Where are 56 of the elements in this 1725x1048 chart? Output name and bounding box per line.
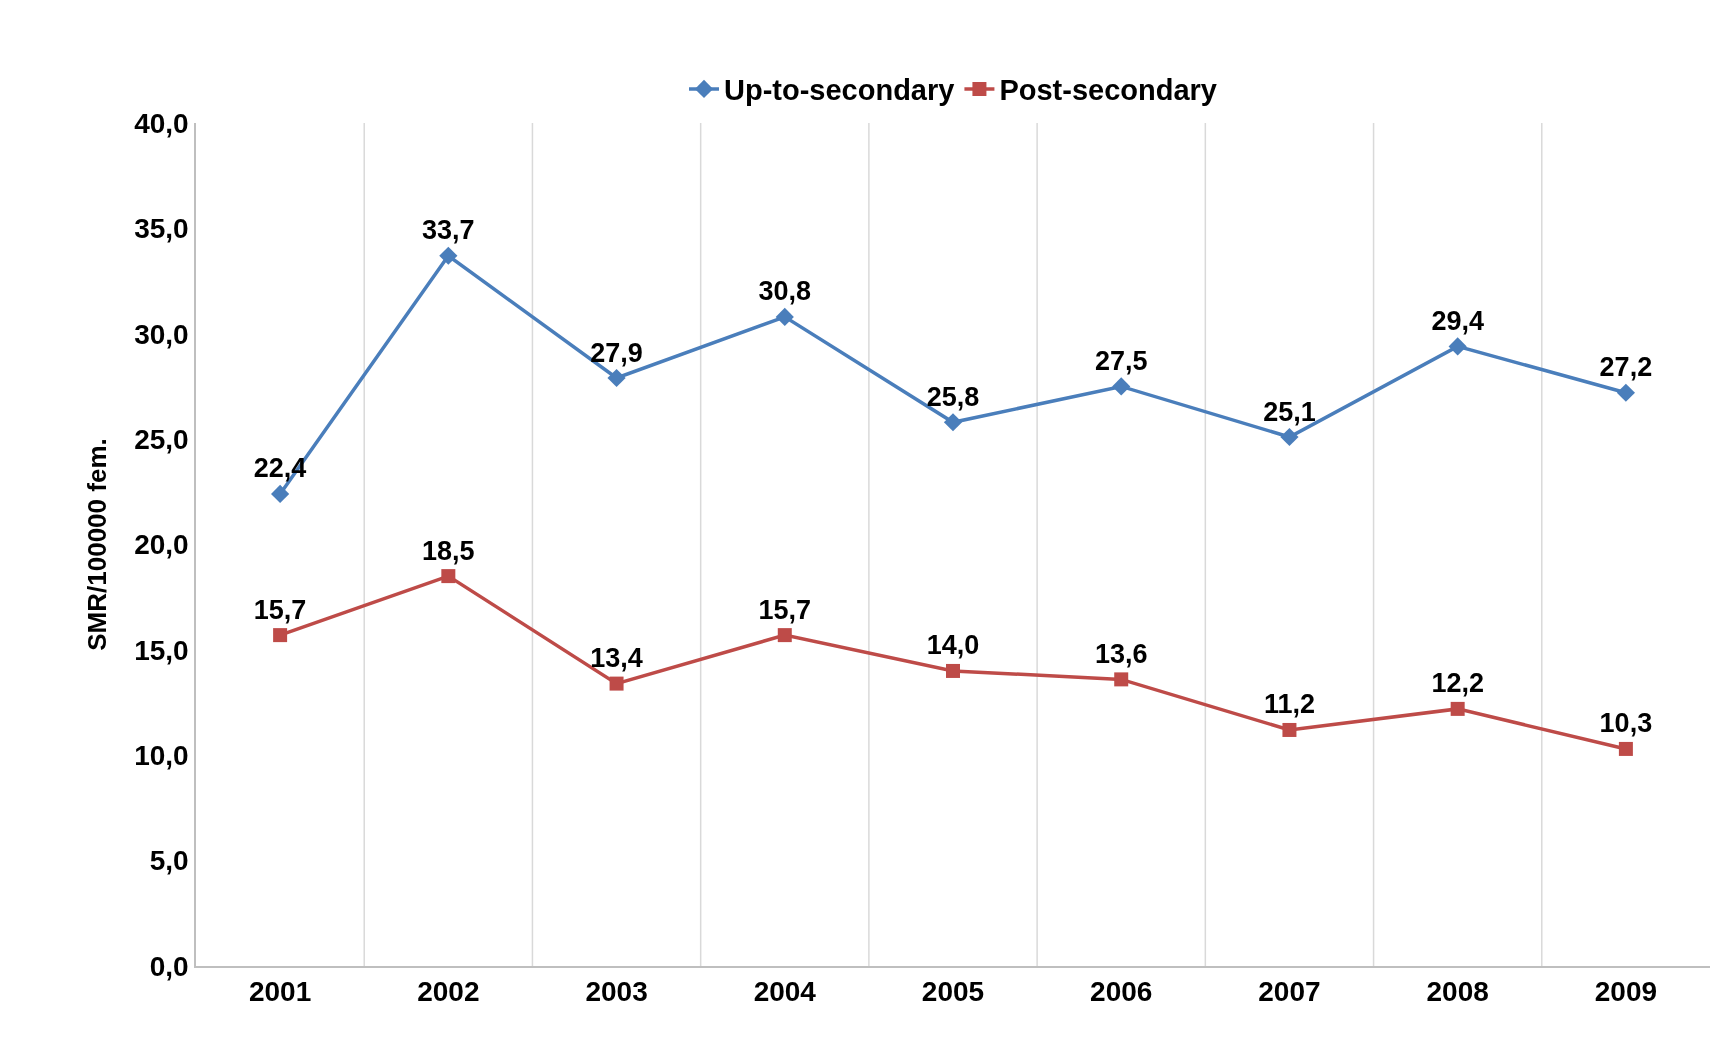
point (1448, 337, 1467, 356)
point (609, 676, 624, 691)
legend-label: Up-to-secondary (724, 74, 955, 107)
data-label: 30,8 (758, 276, 812, 307)
data-label: 13,4 (590, 643, 643, 674)
x-tick-label: 2008 (1426, 976, 1489, 1008)
legend-label: Post-secondary (999, 74, 1217, 107)
data-label: 10,3 (1599, 708, 1653, 739)
data-label: 29,4 (1431, 305, 1484, 336)
data-label: 27,2 (1599, 352, 1653, 383)
point (1112, 377, 1131, 396)
data-label: 11,2 (1263, 689, 1315, 720)
x-tick-label: 2003 (585, 976, 648, 1008)
data-label: 33,7 (422, 215, 475, 246)
point (439, 246, 458, 265)
point (777, 628, 792, 643)
y-tick-label: 40,0 (134, 107, 189, 139)
point (1114, 672, 1129, 687)
y-tick-label: 25,0 (134, 423, 189, 455)
data-label: 14,0 (926, 630, 980, 661)
x-tick-label: 2005 (921, 976, 985, 1008)
point (1282, 722, 1297, 737)
x-tick-label: 2007 (1258, 976, 1321, 1008)
data-label: 13,6 (1094, 638, 1148, 669)
x-tick-label: 2001 (248, 976, 312, 1008)
point (607, 368, 626, 388)
point (943, 413, 963, 432)
point (441, 569, 456, 584)
y-tick-label: 35,0 (134, 213, 189, 245)
data-label: 25,1 (1263, 396, 1316, 427)
data-label: 15,7 (253, 594, 307, 625)
point (273, 628, 288, 643)
y-axis-title: SMR/100000 fem. (82, 438, 113, 651)
x-tick-label: 2004 (753, 976, 817, 1008)
data-label: 27,5 (1094, 345, 1148, 376)
y-tick-label: 30,0 (134, 318, 189, 350)
point (1450, 701, 1465, 716)
point (946, 663, 960, 678)
y-tick-label: 20,0 (134, 529, 189, 561)
point (1616, 383, 1635, 402)
point (271, 484, 290, 504)
y-tick-label: 0,0 (149, 950, 189, 982)
data-label: 27,9 (590, 337, 643, 368)
data-label: 15,7 (758, 594, 812, 625)
point (1280, 427, 1299, 447)
x-tick-label: 2002 (417, 976, 480, 1008)
y-tick-label: 15,0 (134, 634, 189, 666)
point (1618, 741, 1633, 756)
point (775, 307, 794, 326)
x-tick-label: 2009 (1594, 976, 1658, 1008)
y-tick-label: 5,0 (149, 845, 189, 877)
data-label: 25,8 (926, 381, 980, 412)
y-tick-label: 10,0 (134, 740, 189, 772)
data-label: 12,2 (1431, 668, 1484, 699)
data-label: 18,5 (422, 535, 475, 566)
x-tick-label: 2006 (1090, 976, 1153, 1008)
